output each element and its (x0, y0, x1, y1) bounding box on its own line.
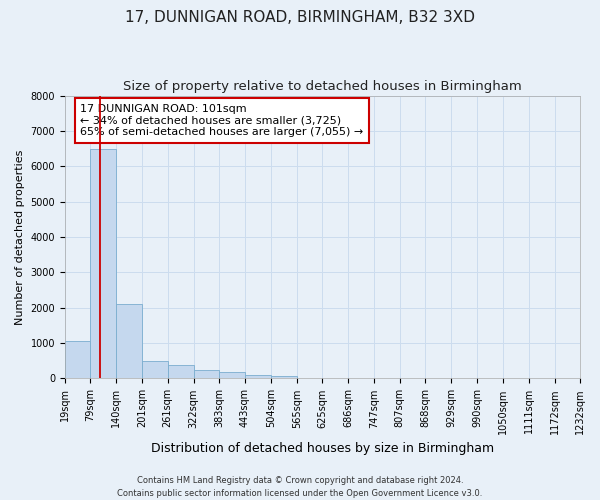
Bar (142, 361, 167, 378)
Text: 17, DUNNIGAN ROAD, BIRMINGHAM, B32 3XD: 17, DUNNIGAN ROAD, BIRMINGHAM, B32 3XD (125, 10, 475, 25)
Bar (167, 365, 194, 378)
Text: 17 DUNNIGAN ROAD: 101sqm
← 34% of detached houses are smaller (3,725)
65% of sem: 17 DUNNIGAN ROAD: 101sqm ← 34% of detach… (80, 104, 364, 137)
Title: Size of property relative to detached houses in Birmingham: Size of property relative to detached ho… (123, 80, 522, 93)
Bar (245, 375, 271, 378)
Bar (91, 148, 116, 378)
Bar (194, 370, 220, 378)
Bar (271, 376, 297, 378)
Bar (65, 342, 91, 378)
Y-axis label: Number of detached properties: Number of detached properties (15, 150, 25, 324)
Bar (220, 372, 245, 378)
Bar (116, 304, 142, 378)
X-axis label: Distribution of detached houses by size in Birmingham: Distribution of detached houses by size … (151, 442, 494, 455)
Text: Contains HM Land Registry data © Crown copyright and database right 2024.
Contai: Contains HM Land Registry data © Crown c… (118, 476, 482, 498)
